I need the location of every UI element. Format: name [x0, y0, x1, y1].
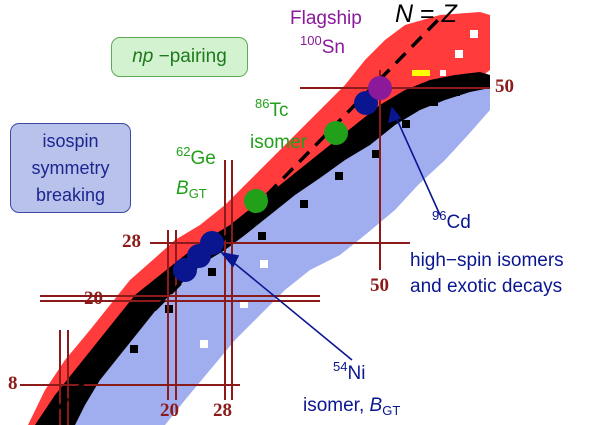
- ge62-label: 62Ge: [176, 144, 216, 170]
- np-label: np: [132, 46, 154, 67]
- ni54-b: B: [369, 395, 383, 416]
- pairing-label: −pairing: [153, 46, 227, 67]
- magic-label-20-left: 20: [84, 288, 103, 309]
- ni54-isomer-text: isomer,: [303, 395, 370, 416]
- yellow-marker: [412, 70, 430, 76]
- chart-edge-notches: [200, 30, 478, 348]
- equals-symbol: =: [413, 0, 442, 28]
- magic-label-28-left: 28: [122, 231, 141, 252]
- stable-nuclei-band: [35, 72, 490, 425]
- cd96-mass: 96: [432, 208, 447, 223]
- arrows: [219, 106, 441, 361]
- ni54-mass: 54: [333, 359, 348, 374]
- magic-label-50-bottom: 50: [370, 275, 389, 296]
- tc86-marker: [324, 121, 348, 145]
- n-symbol: N: [395, 0, 414, 28]
- flagship-label: Flagship: [290, 8, 362, 29]
- ni54-label: 54Ni: [333, 359, 366, 385]
- z-symbol: Z: [441, 0, 457, 28]
- ge62-marker: [244, 189, 268, 213]
- high-spin-line2: and exotic decays: [410, 276, 563, 297]
- ge62-b: B: [176, 178, 189, 199]
- n-equals-z-label: N = Z: [395, 0, 457, 29]
- high-spin-line1: high−spin isomers: [410, 250, 564, 271]
- np-pairing-box: np −pairing: [111, 37, 248, 77]
- magic-label-28-bottom: 28: [213, 400, 232, 421]
- ni54-element: Ni: [347, 363, 366, 384]
- sn100-marker: [368, 76, 392, 100]
- ni-arrow: [227, 257, 353, 361]
- cd-arrow: [394, 114, 441, 216]
- magic-label-20-bottom: 20: [160, 400, 179, 421]
- magic-label-50-right: 50: [495, 76, 514, 97]
- ge62-bgt-label: BGT: [176, 178, 207, 201]
- isospin-line3: breaking: [35, 185, 106, 205]
- isospin-line1: isospin: [42, 131, 99, 151]
- cd96-label: 96Cd: [432, 208, 471, 234]
- markers: [173, 76, 392, 282]
- sn100-mass: 100: [300, 33, 322, 48]
- ni54-isomer-label: isomer, BGT: [303, 395, 401, 418]
- tc86-element: Tc: [269, 100, 289, 121]
- isospin-line2: symmetry: [31, 158, 110, 178]
- ni54-marker-c: [200, 231, 224, 255]
- cd96-marker-a: [354, 91, 378, 115]
- magic-lines: [20, 70, 490, 425]
- sn100-element: Sn: [321, 37, 345, 58]
- ni54-gt: GT: [382, 403, 401, 418]
- ge62-gt: GT: [188, 186, 207, 201]
- magic-label-8-left: 8: [8, 373, 18, 394]
- ge62-element: Ge: [190, 148, 216, 169]
- cd96-element: Cd: [446, 212, 471, 233]
- cd-arrow-head: [387, 106, 402, 124]
- sn100-label: 100Sn: [300, 33, 345, 59]
- tc86-label: 86Tc: [255, 96, 289, 122]
- ni-arrow-head: [219, 251, 240, 268]
- isospin-box: isospin symmetry breaking: [10, 123, 131, 213]
- tc86-mass: 86: [255, 96, 270, 111]
- ge62-mass: 62: [176, 144, 191, 159]
- tc86-isomer-label: isomer: [250, 132, 308, 153]
